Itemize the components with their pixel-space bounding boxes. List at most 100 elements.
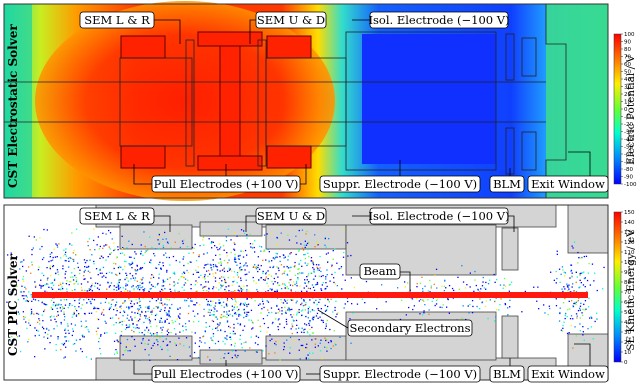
electron-dot [226, 255, 228, 257]
electron-dot [265, 276, 267, 278]
electron-dot [232, 330, 235, 332]
electron-dot [149, 300, 151, 303]
electron-dot [223, 357, 225, 359]
electron-dot [39, 248, 41, 250]
electron-dot [88, 312, 90, 314]
electron-dot [588, 263, 590, 265]
electron-dot [300, 272, 302, 274]
electron-dot [97, 327, 99, 329]
electron-dot [217, 340, 220, 343]
electron-dot [63, 307, 65, 309]
electron-dot [280, 232, 282, 234]
electron-dot [37, 300, 40, 302]
electron-dot [183, 256, 185, 258]
electron-dot [58, 303, 60, 305]
electron-dot [227, 228, 229, 230]
electron-dot [212, 259, 214, 261]
electron-dot [568, 300, 570, 302]
electron-dot [290, 314, 292, 316]
electron-dot [208, 309, 211, 311]
electron-dot [468, 312, 470, 314]
electron-dot [176, 318, 178, 320]
electron-dot [116, 339, 118, 341]
electron-dot [284, 287, 286, 289]
electron-dot [427, 299, 429, 301]
electron-dot [214, 308, 216, 310]
electron-dot [244, 232, 246, 235]
electron-dot [162, 246, 165, 249]
electron-dot [136, 264, 138, 267]
electron-dot [134, 312, 136, 314]
electron-dot [401, 299, 403, 301]
electron-dot [220, 314, 223, 316]
electron-dot [151, 246, 153, 249]
electron-dot [245, 315, 247, 317]
electron-dot [140, 287, 142, 289]
electron-dot [154, 255, 156, 257]
electron-dot [43, 328, 45, 330]
electron-dot [302, 344, 304, 347]
electron-dot [226, 252, 228, 254]
electron-dot [60, 304, 62, 306]
electron-dot [140, 306, 142, 309]
electron-dot [325, 287, 327, 290]
electron-dot [32, 247, 34, 249]
electron-dot [68, 304, 71, 306]
electron-dot [70, 323, 73, 325]
electron-dot [157, 282, 159, 285]
electron-dot [295, 302, 297, 304]
electron-dot [236, 306, 238, 308]
electron-dot [131, 267, 133, 269]
colorbar-tick-label: 0 [624, 360, 628, 366]
electron-dot [131, 318, 133, 320]
electron-dot [74, 274, 76, 277]
electron-dot [275, 273, 277, 275]
electron-dot [342, 274, 344, 276]
electron-dot [207, 303, 209, 305]
electron-dot [160, 327, 162, 329]
electron-dot [239, 323, 242, 325]
electron-dot [250, 297, 253, 299]
electron-dot [299, 358, 301, 360]
electron-dot [37, 330, 39, 332]
electron-dot [88, 331, 90, 333]
electron-dot [573, 302, 575, 305]
electron-dot [335, 316, 337, 318]
electron-dot [304, 304, 306, 306]
electron-dot [83, 271, 85, 273]
electron-dot [212, 286, 215, 288]
electron-dot [268, 274, 270, 276]
electron-dot [204, 330, 206, 332]
electron-dot [164, 288, 166, 290]
electron-dot [139, 268, 141, 270]
electron-dot [108, 286, 110, 288]
electron-dot [239, 270, 241, 272]
electron-dot [286, 265, 288, 268]
electron-dot [122, 247, 124, 249]
electron-dot [239, 267, 241, 269]
electron-dot [264, 278, 267, 280]
electron-dot [58, 243, 60, 245]
electron-dot [62, 282, 64, 284]
electron-dot [72, 313, 74, 316]
electron-dot [237, 255, 240, 257]
left-fringe [4, 4, 32, 198]
electron-dot [295, 282, 298, 284]
electron-dot [179, 307, 181, 309]
electron-dot [40, 279, 42, 281]
electron-dot [83, 336, 85, 338]
electron-dot [217, 302, 220, 304]
electron-dot [139, 359, 141, 361]
electron-dot [457, 276, 459, 278]
electron-dot [184, 323, 187, 325]
electron-dot [276, 236, 278, 239]
electron-dot [111, 238, 113, 240]
electron-dot [315, 264, 318, 266]
electron-dot [164, 320, 166, 322]
electron-dot [216, 269, 219, 271]
electron-dot [268, 353, 270, 355]
electron-dot [269, 339, 271, 342]
electron-dot [564, 297, 566, 300]
electron-dot [249, 243, 252, 245]
electron-dot [236, 274, 239, 276]
